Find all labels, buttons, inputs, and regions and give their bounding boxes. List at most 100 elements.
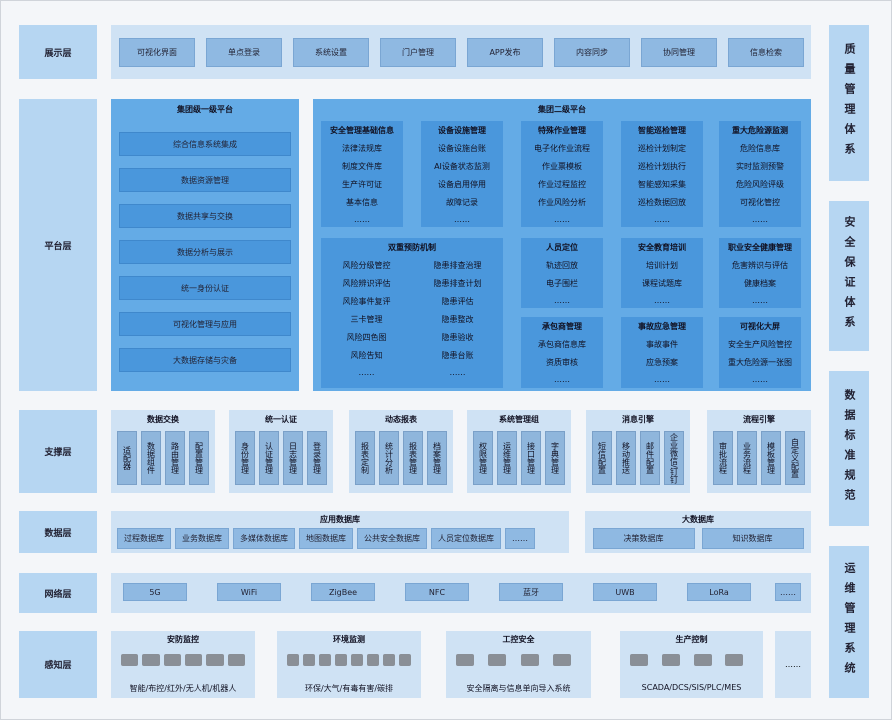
perception-title: 安防监控 xyxy=(167,635,199,644)
perception-title: 生产控制 xyxy=(675,635,708,644)
support-item: 字典管理 xyxy=(545,431,565,485)
support-item: 移动推送 xyxy=(616,431,636,485)
support-item: 适配器 xyxy=(117,431,137,485)
device-icon xyxy=(185,654,203,666)
module-title: 安全教育培训 xyxy=(638,243,686,252)
module-title: 特殊作业管理 xyxy=(538,126,586,135)
module-item: 隐患整改 xyxy=(441,315,474,324)
support-title: 系统管理组 xyxy=(499,415,539,424)
module-title: 事故应急管理 xyxy=(638,322,686,331)
module-item: 电子围栏 xyxy=(546,279,578,288)
network-item: 蓝牙 xyxy=(499,583,563,601)
module-item: 设备启用停用 xyxy=(438,180,486,189)
database-title: 大数据库 xyxy=(682,515,714,524)
presentation-item: 可视化界面 xyxy=(119,38,195,67)
support-item: 自定义配置 xyxy=(785,431,805,485)
presentation-item: 单点登录 xyxy=(206,38,282,67)
device-icon xyxy=(693,654,712,666)
network-item: UWB xyxy=(593,583,657,601)
system-label: 安全保证体系 xyxy=(829,201,869,351)
module-item: 巡检数据回放 xyxy=(638,198,686,207)
module-title: 人员定位 xyxy=(546,243,578,252)
module-card xyxy=(621,238,703,308)
support-title: 消息引擎 xyxy=(622,415,654,424)
module-item: 承包商信息库 xyxy=(538,340,586,349)
network-item: ZigBee xyxy=(311,583,375,601)
module-item: 危险信息库 xyxy=(740,144,780,153)
support-title: 流程引擎 xyxy=(743,415,775,424)
device-icon xyxy=(287,654,299,666)
module-title: 承包商管理 xyxy=(542,322,582,331)
perception-caption: 安全隔离与信息单向导入系统 xyxy=(466,684,571,693)
device-icon xyxy=(142,654,160,666)
module-item: 巡检计划执行 xyxy=(638,162,686,171)
module-item: 课程试题库 xyxy=(642,279,682,288)
support-item: 日志管理 xyxy=(283,431,303,485)
module-item: 风险辨识评估 xyxy=(342,279,391,288)
perception-caption: 智能/布控/红外/无人机/机器人 xyxy=(129,684,237,693)
module-item: 安全生产风险管控 xyxy=(728,340,792,349)
module-card xyxy=(621,317,703,388)
device-icon xyxy=(227,654,245,666)
level1-item: 大数据存储与灾备 xyxy=(119,348,291,372)
module-card xyxy=(421,121,503,227)
module-title: 职业安全健康管理 xyxy=(728,243,792,252)
module-item: 故障记录 xyxy=(446,198,478,207)
perception-box xyxy=(277,631,421,698)
database-item: 过程数据库 xyxy=(117,528,171,549)
module-item: 风险告知 xyxy=(350,351,383,360)
module-item: 风险分级管控 xyxy=(342,261,391,270)
perception-title: 工控安全 xyxy=(502,635,535,644)
module-title: 设备设施管理 xyxy=(438,126,486,135)
support-item: 企业微信/钉钉 xyxy=(664,431,684,485)
module-item: 作业风险分析 xyxy=(538,198,586,207)
module-item: …… xyxy=(752,375,768,384)
module-card xyxy=(521,238,603,308)
level1-item: 数据资源管理 xyxy=(119,168,291,192)
module-card xyxy=(621,121,703,227)
device-icon xyxy=(163,654,181,666)
perception-caption: SCADA/DCS/SIS/PLC/MES xyxy=(641,683,742,692)
module-item: 资质审核 xyxy=(546,358,578,367)
module-item: 隐患排查计划 xyxy=(433,279,482,288)
level1-item: 统一身份认证 xyxy=(119,276,291,300)
layer-label: 网络层 xyxy=(19,573,97,613)
support-item: 运维管理 xyxy=(497,431,517,485)
layer-label: 展示层 xyxy=(19,25,97,79)
database-item: 决策数据库 xyxy=(592,528,695,549)
module-item: 实时监测预警 xyxy=(736,162,784,171)
device-icon xyxy=(520,654,539,666)
support-item: 短信配置 xyxy=(592,431,612,485)
module-item: 轨迹回放 xyxy=(546,261,578,270)
device-icon xyxy=(725,654,744,666)
network-item: NFC xyxy=(405,583,469,601)
device-icon xyxy=(630,654,648,666)
support-item: 身份管理 xyxy=(235,431,255,485)
module-item: …… xyxy=(654,296,670,305)
module-item: 培训计划 xyxy=(646,261,678,270)
device-icon xyxy=(456,654,474,666)
module-item: …… xyxy=(752,296,768,305)
support-item: 业务流程 xyxy=(737,431,757,485)
level1-item: 数据共享与交换 xyxy=(119,204,291,228)
module-item: 隐患评估 xyxy=(441,297,474,306)
support-title: 统一认证 xyxy=(265,415,297,424)
module-title: 安全管理基础信息 xyxy=(330,126,394,135)
device-icon xyxy=(661,654,680,666)
network-item: 5G xyxy=(123,583,187,601)
module-title: 可视化大屏 xyxy=(740,322,780,331)
support-title: 数据交换 xyxy=(147,415,179,424)
database-item: 地图数据库 xyxy=(299,528,353,549)
system-label: 数据标准规范 xyxy=(829,371,869,526)
database-item: 多媒体数据库 xyxy=(233,528,295,549)
database-row: 决策数据库 知识数据库 xyxy=(591,528,805,549)
support-item: 邮件配置 xyxy=(640,431,660,485)
device-icon xyxy=(303,654,315,666)
perception-caption: 环保/大气/有毒有害/碳排 xyxy=(304,684,394,693)
system-label: 运维管理系统 xyxy=(829,546,869,698)
support-item: 认证管理 xyxy=(259,431,279,485)
database-title: 应用数据库 xyxy=(320,515,360,524)
database-item: …… xyxy=(505,528,535,549)
device-icon xyxy=(552,654,571,666)
